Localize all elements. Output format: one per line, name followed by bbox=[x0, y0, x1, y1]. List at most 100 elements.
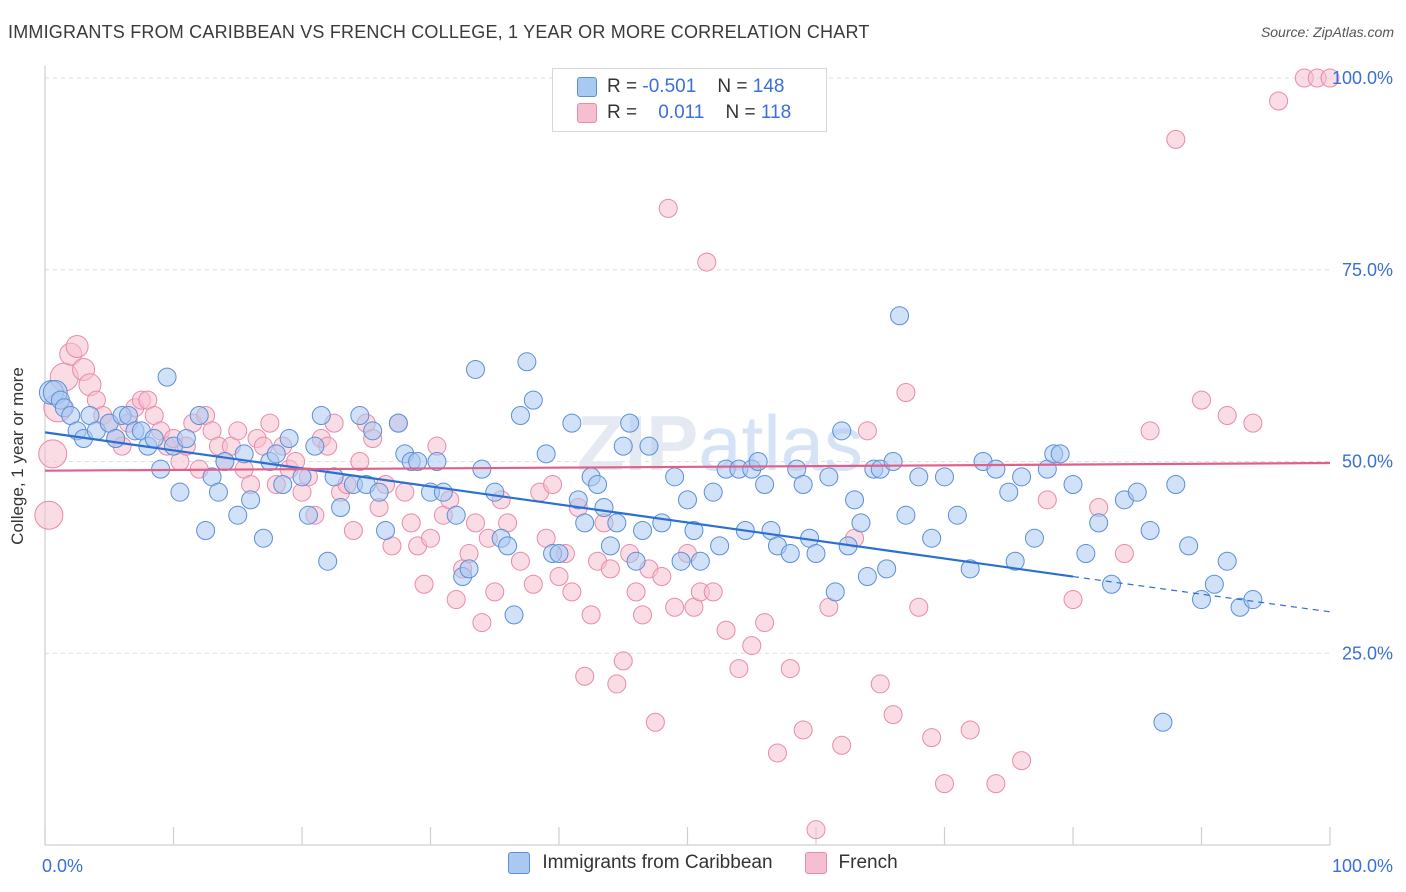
data-point-french bbox=[228, 421, 248, 441]
data-point-caribbean bbox=[825, 582, 845, 602]
data-point-french bbox=[575, 666, 595, 686]
data-point-french bbox=[1269, 91, 1289, 111]
data-point-french bbox=[626, 582, 646, 602]
data-point-caribbean bbox=[446, 505, 466, 525]
legend-n-value: 118 bbox=[760, 102, 792, 123]
data-point-caribbean bbox=[1153, 712, 1173, 732]
data-point-caribbean bbox=[819, 467, 839, 487]
data-point-caribbean bbox=[523, 390, 543, 410]
data-point-french bbox=[414, 574, 434, 594]
data-point-caribbean bbox=[832, 421, 852, 441]
data-point-caribbean bbox=[793, 475, 813, 495]
series-caribbean-points bbox=[38, 306, 1263, 732]
data-point-french bbox=[633, 605, 653, 625]
data-point-caribbean bbox=[639, 436, 659, 456]
data-point-french bbox=[523, 574, 543, 594]
data-point-caribbean bbox=[1204, 574, 1224, 594]
data-point-caribbean bbox=[877, 559, 897, 579]
data-point-french bbox=[703, 582, 723, 602]
data-point-caribbean bbox=[857, 567, 877, 587]
legend-label-french: French bbox=[838, 852, 898, 873]
data-point-caribbean bbox=[408, 452, 428, 471]
y-tick-label: 50.0% bbox=[1342, 452, 1393, 472]
y-tick-label: 75.0% bbox=[1342, 260, 1393, 280]
data-point-french bbox=[465, 513, 485, 533]
data-point-caribbean bbox=[1005, 551, 1025, 571]
legend-swatch-french bbox=[577, 103, 597, 123]
data-point-caribbean bbox=[427, 452, 447, 471]
data-point-caribbean bbox=[1140, 521, 1160, 541]
data-point-caribbean bbox=[510, 405, 530, 425]
data-point-caribbean bbox=[376, 521, 396, 541]
data-point-caribbean bbox=[324, 467, 344, 487]
data-point-french bbox=[1243, 413, 1263, 433]
legend-item-french[interactable]: French bbox=[804, 852, 898, 874]
data-point-french bbox=[1063, 590, 1083, 610]
data-point-french bbox=[472, 613, 492, 633]
data-point-caribbean bbox=[1089, 513, 1109, 533]
data-point-french bbox=[1192, 390, 1211, 410]
legend-swatch-caribbean bbox=[577, 77, 597, 97]
tick-label-layer: 25.0% 50.0% 75.0% 100.0% 0.0% 100.0% bbox=[42, 68, 1393, 876]
data-point-caribbean bbox=[935, 467, 954, 487]
data-point-caribbean bbox=[266, 444, 286, 464]
y-tick-label: 25.0% bbox=[1342, 643, 1393, 663]
data-point-french bbox=[793, 720, 813, 740]
data-point-caribbean bbox=[1024, 528, 1044, 548]
x-tick-label-max: 100.0% bbox=[1332, 856, 1393, 876]
legend-swatch-french bbox=[804, 852, 827, 874]
data-point-caribbean bbox=[626, 551, 646, 571]
data-point-french bbox=[697, 252, 717, 272]
data-point-french bbox=[767, 743, 787, 763]
data-point-caribbean bbox=[292, 467, 312, 487]
legend-r-value: -0.501 bbox=[642, 76, 697, 97]
data-point-caribbean bbox=[465, 359, 485, 379]
legend-n-value: 148 bbox=[752, 76, 785, 97]
data-point-caribbean bbox=[1127, 482, 1147, 502]
data-point-french bbox=[1140, 421, 1160, 441]
data-point-caribbean bbox=[517, 352, 537, 372]
data-point-caribbean bbox=[273, 475, 293, 495]
data-point-caribbean bbox=[568, 490, 588, 510]
data-point-caribbean bbox=[671, 551, 691, 571]
data-point-french bbox=[34, 500, 64, 530]
data-point-caribbean bbox=[613, 436, 633, 456]
data-point-french bbox=[401, 513, 421, 533]
data-point-french bbox=[883, 705, 903, 725]
data-point-caribbean bbox=[703, 482, 723, 502]
stats-legend: R = -0.501 N = 148 R = 0.011 N = 118 bbox=[552, 68, 827, 132]
data-point-french bbox=[755, 613, 775, 633]
data-point-caribbean bbox=[549, 544, 569, 564]
data-point-french bbox=[857, 421, 877, 441]
data-point-caribbean bbox=[241, 490, 261, 510]
data-point-caribbean bbox=[562, 413, 582, 433]
data-point-caribbean bbox=[279, 428, 299, 448]
data-point-caribbean bbox=[433, 482, 453, 502]
data-point-french bbox=[607, 674, 627, 694]
data-point-french bbox=[350, 452, 370, 471]
data-point-caribbean bbox=[228, 505, 248, 525]
data-point-caribbean bbox=[986, 459, 1006, 479]
data-point-french bbox=[742, 636, 762, 656]
data-point-caribbean bbox=[1050, 444, 1070, 464]
data-point-caribbean bbox=[305, 436, 325, 456]
data-point-caribbean bbox=[607, 513, 627, 533]
data-point-french bbox=[645, 712, 665, 732]
data-point-french bbox=[1166, 129, 1186, 149]
data-point-caribbean bbox=[851, 513, 871, 533]
data-point-caribbean bbox=[588, 475, 608, 495]
data-point-caribbean bbox=[363, 421, 383, 441]
data-point-caribbean bbox=[883, 452, 903, 471]
data-point-french bbox=[658, 198, 678, 218]
legend-item-caribbean[interactable]: Immigrants from Caribbean bbox=[508, 852, 773, 874]
data-point-caribbean bbox=[678, 490, 697, 510]
data-point-caribbean bbox=[253, 528, 273, 548]
data-point-french bbox=[343, 521, 363, 541]
data-point-caribbean bbox=[755, 475, 775, 495]
data-point-caribbean bbox=[780, 544, 800, 564]
data-point-caribbean bbox=[1063, 475, 1083, 495]
data-point-caribbean bbox=[388, 413, 408, 433]
data-point-caribbean bbox=[922, 528, 942, 548]
data-point-french bbox=[562, 582, 582, 602]
data-point-caribbean bbox=[459, 559, 479, 579]
